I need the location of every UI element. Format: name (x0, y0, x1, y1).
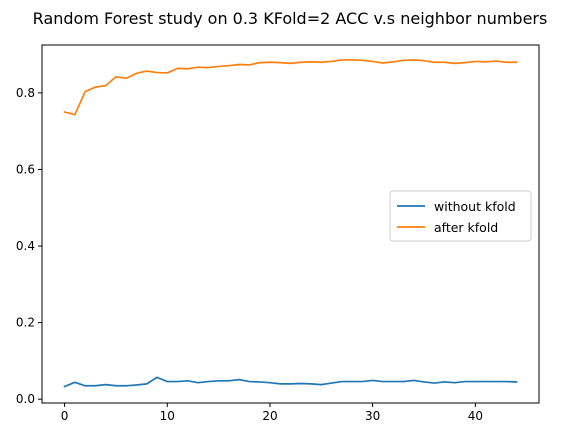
y-tick-label: 0.0 (16, 392, 35, 406)
legend-label-without-kfold: without kfold (434, 199, 516, 214)
y-tick-label: 0.2 (16, 316, 35, 330)
y-tick-label: 0.6 (16, 162, 35, 176)
chart-title: Random Forest study on 0.3 KFold=2 ACC v… (33, 9, 548, 28)
legend: without kfold after kfold (389, 190, 532, 242)
series-line-without-kfold (63, 376, 518, 388)
legend-box (389, 190, 532, 242)
x-tick-label: 0 (61, 409, 69, 423)
x-tick-label: 10 (160, 409, 175, 423)
series-line-after-kfold (63, 59, 518, 116)
y-axis: 0.0 0.2 0.4 0.6 0.8 (16, 86, 42, 406)
y-tick-label: 0.8 (16, 86, 35, 100)
x-tick-label: 20 (262, 409, 277, 423)
x-tick-label: 30 (365, 409, 380, 423)
y-tick-label: 0.4 (16, 239, 35, 253)
x-axis: 0 10 20 30 40 (61, 403, 483, 423)
x-tick-label: 40 (468, 409, 483, 423)
legend-label-after-kfold: after kfold (434, 220, 498, 235)
axes-frame (41, 44, 540, 404)
plot-lines (63, 59, 518, 388)
